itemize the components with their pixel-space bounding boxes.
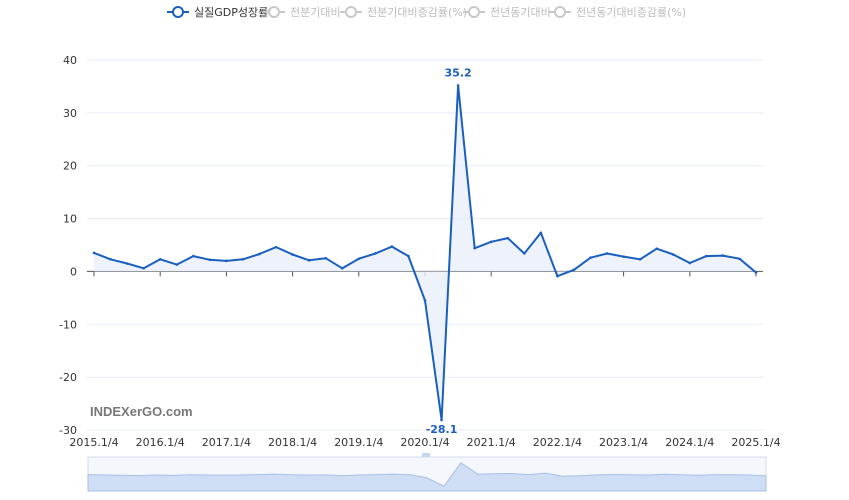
data-point[interactable] <box>473 246 476 250</box>
zoom-preview <box>87 462 767 492</box>
data-point[interactable] <box>423 299 427 302</box>
data-point[interactable] <box>324 256 328 260</box>
data-point[interactable] <box>274 245 278 249</box>
x-tick-label: 2020.1/4 <box>400 436 449 449</box>
zoom-slider[interactable] <box>87 453 767 492</box>
data-point[interactable] <box>92 251 96 255</box>
data-point[interactable] <box>523 252 526 255</box>
data-point[interactable] <box>291 253 294 256</box>
data-point[interactable] <box>589 256 592 259</box>
data-point[interactable] <box>208 258 212 262</box>
data-point[interactable] <box>142 266 145 270</box>
grid <box>87 59 763 431</box>
y-tick-label: -30 <box>59 424 77 437</box>
data-point[interactable] <box>539 231 543 235</box>
x-axis: 2015.1/4 2016.1/4 2017.1/4 2018.1/4 2019.1/4… <box>69 271 781 449</box>
x-tick-label: 2021.1/4 <box>467 436 516 449</box>
x-tick-label: 2018.1/4 <box>268 436 317 449</box>
y-tick-label: 20 <box>63 160 77 173</box>
data-point[interactable] <box>622 255 625 258</box>
data-point[interactable] <box>407 254 410 258</box>
data-point[interactable] <box>225 259 228 263</box>
x-tick-label: 2019.1/4 <box>334 436 383 449</box>
legend-item[interactable]: 전년동기대비증감률(%) <box>549 6 686 19</box>
data-point[interactable] <box>738 257 741 261</box>
x-tick-label: 2025.1/4 <box>731 436 780 449</box>
peak-label: 35.2 <box>445 66 472 79</box>
data-point[interactable] <box>125 262 129 265</box>
legend-label: 실질GDP성장률 <box>194 6 268 19</box>
data-point[interactable] <box>605 252 609 255</box>
legend-item[interactable]: 전분기대비증감률(%) <box>340 6 467 19</box>
data-point[interactable] <box>357 257 361 261</box>
data-point[interactable] <box>671 253 675 256</box>
watermark: INDEXerGO.com <box>90 404 193 419</box>
data-point[interactable] <box>705 254 708 258</box>
y-tick-label: 30 <box>63 107 77 120</box>
legend-item[interactable]: 전년동기대비 <box>463 6 551 19</box>
legend: 실질GDP성장률 전분기대비 전분기대비증감률(%) 전년동기대비 전년동기대비증감률(… <box>167 6 686 19</box>
data-point[interactable] <box>109 257 112 261</box>
y-tick-label: 10 <box>63 213 77 226</box>
x-tick-label: 2023.1/4 <box>599 436 648 449</box>
legend-marker <box>345 6 357 18</box>
data-point[interactable] <box>390 245 394 248</box>
data-point[interactable] <box>456 84 460 87</box>
legend-marker <box>172 6 184 18</box>
data-point[interactable] <box>440 418 443 422</box>
data-point[interactable] <box>340 266 344 270</box>
series-area-fill <box>94 85 756 421</box>
data-point[interactable] <box>754 271 758 274</box>
y-tick-label: -20 <box>59 371 77 384</box>
zoom-handle[interactable] <box>422 453 430 457</box>
peak-label: -28.1 <box>426 423 458 436</box>
y-axis: 40 30 20 10 0 -10 -20 -30 <box>59 54 77 437</box>
legend-marker <box>468 6 480 18</box>
y-tick-label: 40 <box>63 54 77 67</box>
series-area <box>92 84 758 422</box>
legend-item[interactable]: 실질GDP성장률 <box>167 6 268 19</box>
data-point[interactable] <box>556 274 559 278</box>
data-point[interactable] <box>572 268 576 272</box>
data-point[interactable] <box>307 259 311 262</box>
data-point[interactable] <box>655 247 658 250</box>
x-tick-label: 2017.1/4 <box>202 436 251 449</box>
data-point[interactable] <box>721 254 725 257</box>
data-point[interactable] <box>192 254 195 258</box>
y-tick-label: -10 <box>59 318 77 331</box>
data-point[interactable] <box>506 236 510 240</box>
data-point[interactable] <box>175 263 179 266</box>
data-point[interactable] <box>158 257 162 261</box>
legend-item[interactable]: 전분기대비 <box>263 6 341 19</box>
legend-label: 전년동기대비 <box>490 6 551 19</box>
x-tick-label: 2016.1/4 <box>136 436 185 449</box>
legend-marker <box>554 6 566 18</box>
data-point[interactable] <box>638 257 642 261</box>
x-tick-label: 2022.1/4 <box>533 436 582 449</box>
x-tick-label: 2024.1/4 <box>665 436 714 449</box>
legend-marker <box>268 6 280 18</box>
data-point[interactable] <box>688 261 692 265</box>
data-point[interactable] <box>489 240 493 244</box>
annotations: 35.2 -28.1 <box>426 66 472 436</box>
x-tick-label: 2015.1/4 <box>69 436 118 449</box>
data-point[interactable] <box>258 252 261 256</box>
legend-label: 전분기대비 <box>290 6 341 19</box>
legend-label: 전년동기대비증감률(%) <box>576 6 686 19</box>
y-tick-label: 0 <box>70 265 77 278</box>
data-point[interactable] <box>241 257 245 261</box>
data-point[interactable] <box>374 252 377 255</box>
legend-label: 전분기대비증감률(%) <box>367 6 467 19</box>
